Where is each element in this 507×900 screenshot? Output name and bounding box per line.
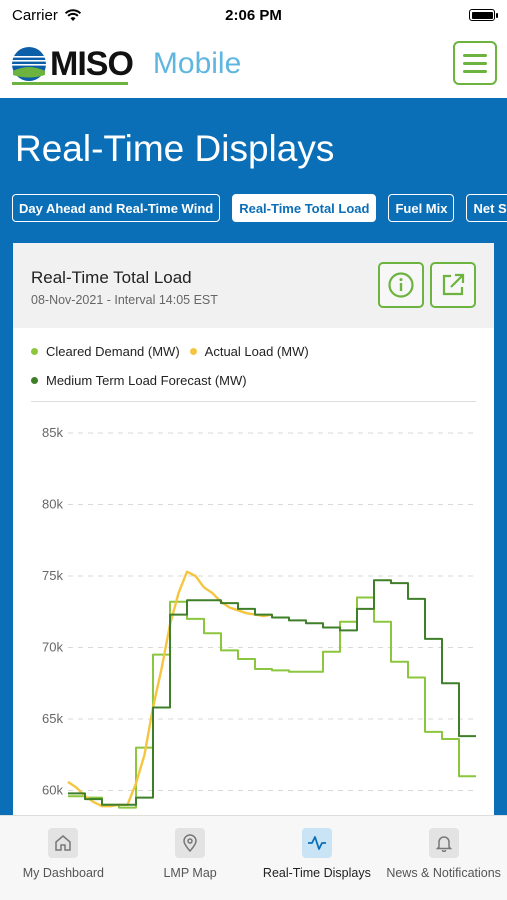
home-icon — [48, 828, 79, 858]
nav-label: Real-Time Displays — [262, 866, 371, 880]
miso-logo: MISO — [10, 41, 134, 87]
pulse-icon — [301, 828, 332, 858]
y-tick-label: 75k — [42, 568, 63, 583]
hamburger-menu-button[interactable] — [453, 41, 497, 85]
nav-label: LMP Map — [163, 866, 217, 880]
carrier-info: Carrier — [12, 7, 82, 24]
y-tick-label: 70k — [42, 640, 63, 655]
legend-dot-actual — [189, 347, 197, 355]
bottom-navigation: My Dashboard LMP Map Real-Time Displays … — [0, 815, 507, 900]
carrier-label: Carrier — [12, 6, 58, 24]
nav-real-time-displays[interactable]: Real-Time Displays — [254, 816, 381, 900]
series-cleared-demand — [68, 596, 476, 809]
battery-icon — [469, 9, 498, 21]
nav-lmp-map[interactable]: LMP Map — [127, 816, 254, 900]
legend-divider — [31, 401, 476, 402]
chart-legend: Cleared Demand (MW) Actual Load (MW) Med… — [31, 341, 481, 399]
legend-label: Actual Load (MW) — [204, 343, 309, 359]
legend-label: Medium Term Load Forecast (MW) — [46, 372, 247, 388]
card-title: Real-Time Total Load — [31, 268, 192, 287]
nav-my-dashboard[interactable]: My Dashboard — [0, 816, 127, 900]
page-title: Real-Time Displays — [15, 128, 335, 169]
miso-logo-mark-icon — [12, 47, 46, 81]
app-header: MISO Mobile — [0, 30, 507, 98]
tab-fuel-mix[interactable]: Fuel Mix — [388, 194, 455, 222]
logo-wordmark: MISO — [50, 44, 134, 83]
legend-actual-load[interactable]: Actual Load (MW) — [189, 343, 309, 359]
series-forecast — [68, 579, 476, 806]
legend-dot-cleared — [31, 347, 38, 355]
hamburger-menu-icon — [463, 53, 487, 57]
logo-swoosh — [12, 82, 128, 85]
legend-dot-forecast — [31, 376, 38, 384]
y-tick-label: 65k — [42, 711, 63, 726]
open-external-button[interactable] — [430, 262, 476, 308]
tab-net-scheduled[interactable]: Net Sche — [466, 194, 507, 222]
display-tabs: Day Ahead and Real-Time Wind Real-Time T… — [12, 194, 507, 224]
app-name: Mobile — [152, 47, 242, 80]
load-chart: 85k 80k 75k 70k 65k 60k — [42, 425, 476, 809]
nav-label: My Dashboard — [22, 866, 105, 880]
tab-real-time-total-load[interactable]: Real-Time Total Load — [232, 194, 377, 222]
bell-icon — [428, 828, 459, 858]
external-link-icon — [442, 273, 465, 296]
legend-label: Cleared Demand (MW) — [46, 343, 180, 359]
legend-forecast[interactable]: Medium Term Load Forecast (MW) — [31, 373, 247, 388]
card-subtitle: 08-Nov-2021 - Interval 14:05 EST — [31, 293, 218, 307]
tab-day-ahead-real-time-wind[interactable]: Day Ahead and Real-Time Wind — [12, 194, 221, 222]
y-tick-label: 60k — [42, 783, 63, 798]
clock: 2:06 PM — [225, 6, 282, 24]
nav-label: News & Notifications — [386, 866, 501, 880]
legend-cleared-demand[interactable]: Cleared Demand (MW) — [31, 344, 180, 359]
chart-card: Real-Time Total Load 08-Nov-2021 - Inter… — [13, 243, 494, 823]
nav-news-notifications[interactable]: News & Notifications — [380, 816, 507, 900]
info-icon — [388, 272, 414, 298]
map-pin-icon — [175, 828, 206, 858]
wifi-icon — [64, 9, 81, 21]
info-button[interactable] — [378, 262, 424, 308]
y-tick-label: 85k — [42, 425, 63, 440]
y-tick-label: 80k — [42, 497, 63, 512]
status-bar: Carrier 2:06 PM — [0, 0, 507, 30]
card-header: Real-Time Total Load 08-Nov-2021 - Inter… — [13, 243, 494, 328]
